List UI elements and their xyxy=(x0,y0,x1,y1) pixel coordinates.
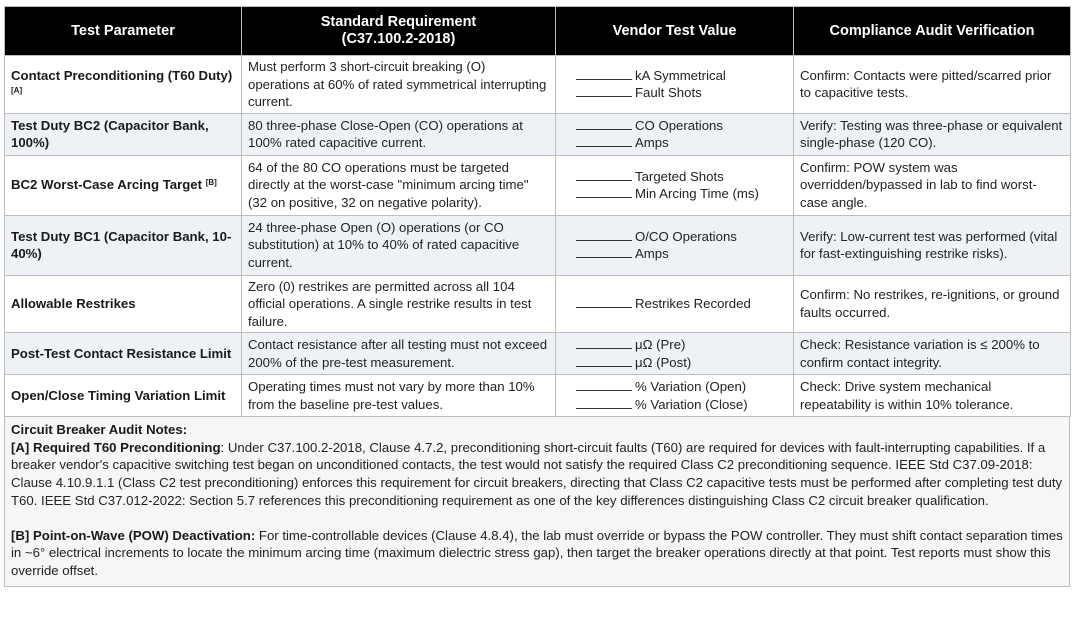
compliance-verification-cell: Verify: Testing was three-phase or equiv… xyxy=(793,112,1071,156)
vendor-value-label: μΩ (Pre) xyxy=(635,337,686,352)
fill-in-blank[interactable] xyxy=(576,354,632,367)
table-header-row: Test Parameter Standard Requirement (C37… xyxy=(4,6,1071,56)
note-a: [A] Required T60 Preconditioning: Under … xyxy=(11,439,1063,510)
compliance-verification-cell: Check: Drive system mechanical repeatabi… xyxy=(793,374,1071,417)
fill-in-blank[interactable] xyxy=(576,295,632,308)
test-parameter-cell: Contact Preconditioning (T60 Duty) [A] xyxy=(4,55,242,114)
vendor-test-value-cell: μΩ (Pre) μΩ (Post) xyxy=(555,332,794,375)
vendor-value-line: Amps xyxy=(576,245,787,263)
test-parameter-cell: BC2 Worst-Case Arcing Target [B] xyxy=(4,154,242,216)
fill-in-blank[interactable] xyxy=(576,67,632,80)
vendor-value-line: Fault Shots xyxy=(576,84,787,102)
table-row: Test Duty BC2 (Capacitor Bank, 100%) 80 t… xyxy=(4,112,1071,156)
vendor-test-value-cell: Targeted Shots Min Arcing Time (ms) xyxy=(555,154,794,216)
test-parameter-label: Post-Test Contact Resistance Limit xyxy=(11,345,232,361)
standard-requirement-cell: 64 of the 80 CO operations must be targe… xyxy=(241,154,556,216)
note-b: [B] Point-on-Wave (POW) Deactivation: Fo… xyxy=(11,527,1063,580)
compliance-verification-cell: Confirm: No restrikes, re-ignitions, or … xyxy=(793,274,1071,333)
note-a-text: : Under C37.100.2-2018, Clause 4.7.2, pr… xyxy=(11,439,1063,508)
standard-requirement-cell: Must perform 3 short-circuit breaking (O… xyxy=(241,55,556,114)
test-parameter-label: Open/Close Timing Variation Limit xyxy=(11,387,226,403)
test-parameter-cell: Allowable Restrikes xyxy=(4,274,242,333)
vendor-test-value-cell: Restrikes Recorded xyxy=(555,274,794,333)
vendor-value-label: Restrikes Recorded xyxy=(635,296,751,311)
notes-title: Circuit Breaker Audit Notes: xyxy=(11,422,188,437)
fill-in-blank[interactable] xyxy=(576,185,632,198)
table-row: Open/Close Timing Variation Limit Operati… xyxy=(4,374,1071,417)
vendor-value-line: O/CO Operations xyxy=(576,228,787,246)
vendor-value-line: kA Symmetrical xyxy=(576,67,787,85)
vendor-value-label: O/CO Operations xyxy=(635,228,737,244)
standard-requirement-cell: Operating times must not vary by more th… xyxy=(241,374,556,417)
fill-in-blank[interactable] xyxy=(576,168,632,181)
test-parameter-cell: Post-Test Contact Resistance Limit xyxy=(4,332,242,375)
test-parameter-label: Test Duty BC1 (Capacitor Bank, 10-40%) xyxy=(11,228,232,262)
vendor-value-label: Min Arcing Time (ms) xyxy=(635,186,759,201)
test-parameter-label: Allowable Restrikes xyxy=(11,296,136,311)
test-parameter-label: Test Duty BC2 (Capacitor Bank, 100%) xyxy=(11,117,209,151)
audit-table-container: Test Parameter Standard Requirement (C37… xyxy=(4,6,1071,587)
compliance-verification-cell: Check: Resistance variation is ≤ 200% to… xyxy=(793,332,1071,375)
vendor-value-line: CO Operations xyxy=(576,117,787,135)
vendor-value-label: % Variation (Open) xyxy=(635,379,747,394)
vendor-value-line: % Variation (Open) xyxy=(576,378,787,396)
vendor-test-value-cell: O/CO Operations Amps xyxy=(555,214,794,276)
compliance-table: Test Parameter Standard Requirement (C37… xyxy=(4,6,1071,417)
vendor-value-label: μΩ (Post) xyxy=(635,354,692,370)
fill-in-blank[interactable] xyxy=(576,396,632,409)
vendor-value-label: Amps xyxy=(635,135,669,150)
header-standard-requirement: Standard Requirement (C37.100.2-2018) xyxy=(241,6,556,56)
fill-in-blank[interactable] xyxy=(576,378,632,391)
compliance-verification-cell: Confirm: POW system was overridden/bypas… xyxy=(793,154,1071,216)
vendor-value-label: Targeted Shots xyxy=(635,168,724,184)
vendor-value-line: Amps xyxy=(576,134,787,152)
table-row: Contact Preconditioning (T60 Duty) [A] Mu… xyxy=(4,55,1071,114)
vendor-test-value-cell: CO Operations Amps xyxy=(555,112,794,156)
vendor-value-label: Amps xyxy=(635,246,669,261)
fill-in-blank[interactable] xyxy=(576,134,632,147)
footnote-reference: [A] xyxy=(11,86,23,96)
header-test-parameter: Test Parameter xyxy=(4,6,242,56)
fill-in-blank[interactable] xyxy=(576,245,632,258)
standard-requirement-cell: 24 three-phase Open (O) operations (or C… xyxy=(241,214,556,276)
audit-notes: Circuit Breaker Audit Notes: [A] Require… xyxy=(4,417,1070,587)
vendor-value-line: μΩ (Post) xyxy=(576,354,787,372)
header-compliance-verification: Compliance Audit Verification xyxy=(793,6,1071,56)
table-row: Post-Test Contact Resistance Limit Contac… xyxy=(4,332,1071,375)
vendor-value-line: Restrikes Recorded xyxy=(576,295,787,313)
vendor-value-label: Fault Shots xyxy=(635,85,702,101)
table-row: Allowable Restrikes Zero (0) restrikes ar… xyxy=(4,274,1071,333)
note-b-label: [B] Point-on-Wave (POW) Deactivation: xyxy=(11,527,256,543)
footnote-reference: [B] xyxy=(205,178,217,188)
table-row: Test Duty BC1 (Capacitor Bank, 10-40%) 24… xyxy=(4,214,1071,276)
vendor-value-label: CO Operations xyxy=(635,117,723,133)
vendor-value-label: % Variation (Close) xyxy=(635,396,748,412)
test-parameter-cell: Test Duty BC2 (Capacitor Bank, 100%) xyxy=(4,112,242,156)
standard-requirement-cell: 80 three-phase Close-Open (CO) operation… xyxy=(241,112,556,156)
test-parameter-label: Contact Preconditioning (T60 Duty) xyxy=(11,67,233,83)
vendor-value-line: Targeted Shots xyxy=(576,168,787,186)
standard-requirement-cell: Contact resistance after all testing mus… xyxy=(241,332,556,375)
fill-in-blank[interactable] xyxy=(576,336,632,349)
standard-requirement-cell: Zero (0) restrikes are permitted across … xyxy=(241,274,556,333)
table-row: BC2 Worst-Case Arcing Target [B] 64 of th… xyxy=(4,154,1071,216)
vendor-value-line: Min Arcing Time (ms) xyxy=(576,185,787,203)
fill-in-blank[interactable] xyxy=(576,228,632,241)
vendor-test-value-cell: % Variation (Open) % Variation (Close) xyxy=(555,374,794,417)
test-parameter-cell: Open/Close Timing Variation Limit xyxy=(4,374,242,417)
compliance-verification-cell: Verify: Low-current test was performed (… xyxy=(793,214,1071,276)
note-b-text: For time-controllable devices (Clause 4.… xyxy=(11,527,1063,578)
vendor-value-line: % Variation (Close) xyxy=(576,396,787,414)
header-vendor-test-value: Vendor Test Value xyxy=(555,6,794,56)
note-a-label: [A] Required T60 Preconditioning xyxy=(11,439,221,455)
test-parameter-label: BC2 Worst-Case Arcing Target xyxy=(11,177,203,193)
vendor-value-label: kA Symmetrical xyxy=(635,67,726,83)
compliance-verification-cell: Confirm: Contacts were pitted/scarred pr… xyxy=(793,55,1071,114)
test-parameter-cell: Test Duty BC1 (Capacitor Bank, 10-40%) xyxy=(4,214,242,276)
vendor-value-line: μΩ (Pre) xyxy=(576,336,787,354)
fill-in-blank[interactable] xyxy=(576,84,632,98)
vendor-test-value-cell: kA Symmetrical Fault Shots xyxy=(555,55,794,114)
fill-in-blank[interactable] xyxy=(576,117,632,130)
